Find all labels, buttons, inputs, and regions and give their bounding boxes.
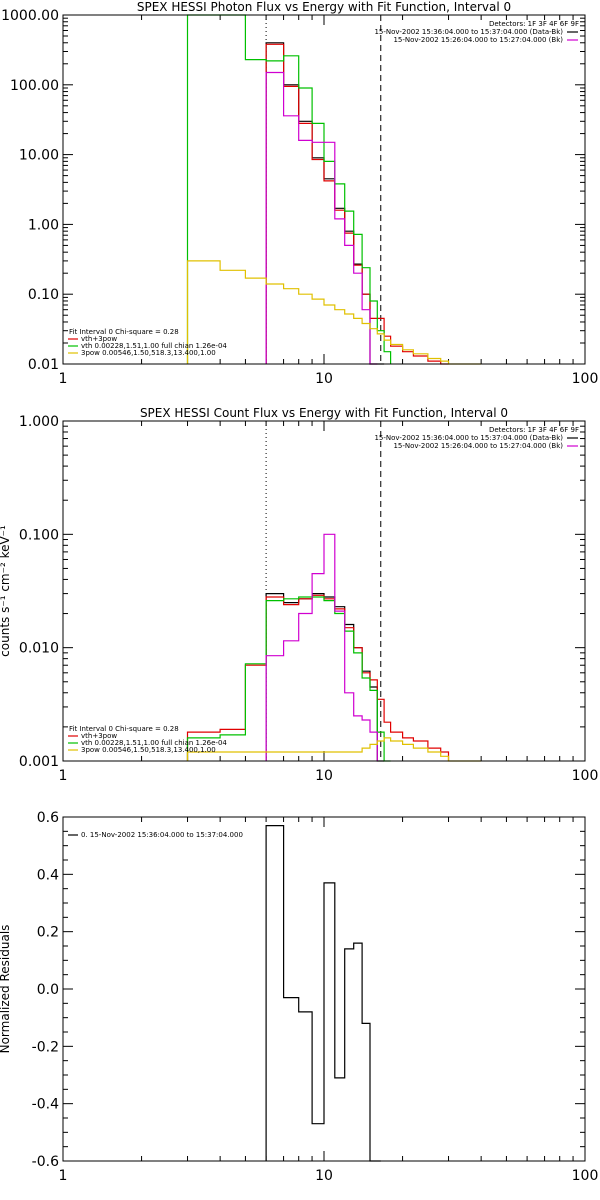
- chart1-xtick-label: 1: [59, 371, 68, 387]
- chart2-header-line: Detectors: 1F 3F 4F 6F 9F: [489, 426, 579, 434]
- chart1-ytick-label: 0.10: [28, 287, 59, 303]
- chart3-ylabel: Normalized Residuals: [0, 925, 12, 1054]
- chart1-series-5-line: [186, 260, 482, 365]
- chart3-ytick-label: -0.6: [32, 1154, 59, 1170]
- chart1-ytick-label: 100.00: [10, 78, 59, 94]
- chart2-series-3-line: [186, 596, 391, 762]
- chart3-xtick-label: 1: [59, 1168, 68, 1184]
- chart3-xtick-label: 100: [572, 1168, 599, 1184]
- chart2-series-4-line: [265, 533, 378, 761]
- chart1-ytick-label: 0.01: [28, 357, 59, 373]
- chart2-ytick-label: 0.100: [19, 527, 59, 543]
- chart2-legend-entry: Fit Interval 0 Chi-square = 0.28: [69, 725, 179, 733]
- chart3-ytick-label: -0.4: [32, 1097, 59, 1113]
- chart1-legend-entry: Fit Interval 0 Chi-square = 0.28: [69, 328, 179, 336]
- chart3-ytick-label: 0.2: [37, 925, 59, 941]
- chart1-legend-entry: vth+3pow: [81, 335, 117, 343]
- chart2-ylabel: counts s⁻¹ cm⁻² keV⁻¹: [0, 525, 12, 657]
- chart2-title: SPEX HESSI Count Flux vs Energy with Fit…: [140, 406, 508, 420]
- chart2-xtick-label: 10: [315, 768, 333, 784]
- chart2-legend-entry: vth 0.00228,1.51,1.00 full chian 1.26e-0…: [81, 739, 227, 747]
- chart2-legend-entry: vth+3pow: [81, 732, 117, 740]
- chart1-header-line: 15-Nov-2002 15:26:04.000 to 15:27:04.000…: [393, 36, 563, 44]
- chart2-header-line: 15-Nov-2002 15:36:04.000 to 15:37:04.000…: [374, 434, 563, 442]
- chart1-header-line: 15-Nov-2002 15:36:04.000 to 15:37:04.000…: [374, 28, 563, 36]
- chart1-xtick-label: 10: [315, 371, 333, 387]
- chart2-ytick-label: 0.001: [19, 754, 59, 770]
- chart3-xtick-label: 10: [315, 1168, 333, 1184]
- chart1-xtick-label: 100: [572, 371, 599, 387]
- chart1-plot-frame: [62, 14, 586, 365]
- chart1-legend-entry: 3pow 0.00546,1.50,518.3,13.400,1.00: [81, 349, 216, 357]
- chart2-series-2-line: [186, 594, 450, 761]
- chart1-series-2-line: [265, 43, 449, 365]
- chart3-series-1-line: [265, 825, 381, 1162]
- chart1-series-4-line: [265, 71, 378, 365]
- chart3-legend-entry: 0. 15-Nov-2002 15:36:04.000 to 15:37:04.…: [81, 831, 243, 839]
- chart1-ytick-label: 10.00: [19, 148, 59, 164]
- chart1-ytick-label: 1000.00: [1, 8, 59, 24]
- chart3-plot-frame: [62, 816, 586, 1162]
- chart1-legend-entry: vth 0.00228,1.51,1.00 full chian 1.26e-0…: [81, 342, 227, 350]
- chart2-header-line: 15-Nov-2002 15:26:04.000 to 15:27:04.000…: [393, 442, 563, 450]
- chart2-xtick-label: 100: [572, 768, 599, 784]
- chart3-ytick-label: 0.0: [37, 982, 59, 998]
- chart1-header-line: Detectors: 1F 3F 4F 6F 9F: [489, 20, 579, 28]
- chart1-title: SPEX HESSI Photon Flux vs Energy with Fi…: [137, 0, 511, 14]
- chart3-ytick-label: 0.6: [37, 810, 59, 826]
- chart3-ytick-label: -0.2: [32, 1039, 59, 1055]
- chart2-series-5-line: [186, 737, 482, 762]
- chart2-plot-frame: [62, 420, 586, 762]
- chart1-series-3-line: [186, 14, 392, 364]
- chart2-ytick-label: 0.010: [19, 641, 59, 657]
- chart3-ytick-label: 0.4: [37, 867, 59, 883]
- chart2-legend-entry: 3pow 0.00546,1.50,518.3,13.400,1.00: [81, 746, 216, 754]
- chart2-xtick-label: 1: [59, 768, 68, 784]
- chart2-ytick-label: 1.000: [19, 414, 59, 430]
- chart1-ytick-label: 1.00: [28, 217, 59, 233]
- chart2-series-1-line: [265, 593, 385, 762]
